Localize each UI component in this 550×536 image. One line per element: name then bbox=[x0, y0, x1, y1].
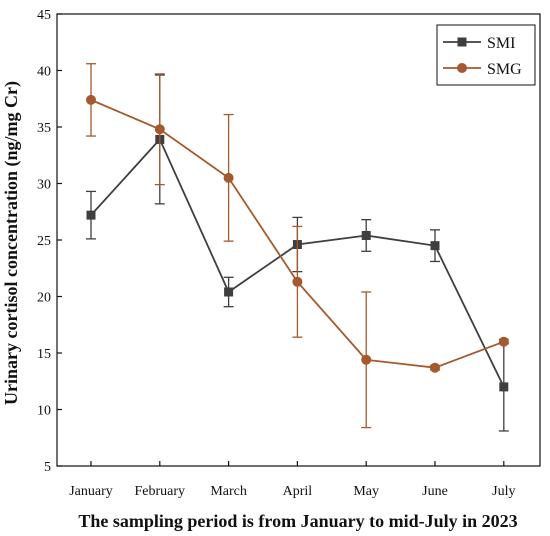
data-point bbox=[430, 241, 440, 251]
data-point bbox=[224, 287, 234, 297]
x-tick-label: April bbox=[283, 484, 313, 499]
data-point bbox=[361, 230, 371, 240]
data-point bbox=[361, 354, 372, 365]
x-tick-label: June bbox=[422, 484, 448, 499]
data-point bbox=[430, 362, 440, 373]
x-axis-title: The sampling period is from January to m… bbox=[78, 511, 517, 531]
data-point bbox=[86, 210, 96, 220]
legend-marker bbox=[457, 63, 467, 73]
legend-marker bbox=[457, 37, 467, 47]
legend: SMI SMG bbox=[436, 24, 536, 86]
data-point bbox=[498, 336, 509, 347]
data-point bbox=[86, 94, 96, 105]
x-tick-label: February bbox=[135, 484, 186, 499]
x-tick-label: March bbox=[210, 484, 247, 499]
y-tick-label: 15 bbox=[37, 347, 51, 362]
y-tick-label: 20 bbox=[37, 291, 51, 306]
series-smg bbox=[86, 63, 509, 429]
axes: 5 10 15 20 25 30 35 40 45 January February March Apr… bbox=[37, 8, 541, 499]
y-tick-label: 35 bbox=[37, 121, 51, 136]
data-point bbox=[223, 172, 234, 183]
x-tick-label: January bbox=[69, 484, 113, 499]
y-tick-label: 40 bbox=[37, 65, 51, 80]
legend-box bbox=[436, 24, 536, 86]
y-tick-label: 30 bbox=[37, 178, 51, 193]
data-point bbox=[154, 124, 165, 135]
data-point bbox=[292, 276, 303, 287]
legend-label: SMG bbox=[487, 61, 522, 78]
series-layer bbox=[86, 63, 509, 432]
y-tick-label: 5 bbox=[44, 460, 51, 475]
legend-label: SMI bbox=[487, 35, 515, 52]
x-tick-label: May bbox=[353, 484, 379, 499]
data-point bbox=[499, 382, 509, 392]
y-tick-label: 10 bbox=[37, 404, 51, 419]
y-tick-label: 45 bbox=[37, 8, 51, 23]
y-tick-label: 25 bbox=[37, 234, 51, 249]
x-tick-label: July bbox=[492, 484, 515, 499]
y-axis-title: Urinary cortisol concentration (ng/mg Cr… bbox=[1, 81, 22, 405]
